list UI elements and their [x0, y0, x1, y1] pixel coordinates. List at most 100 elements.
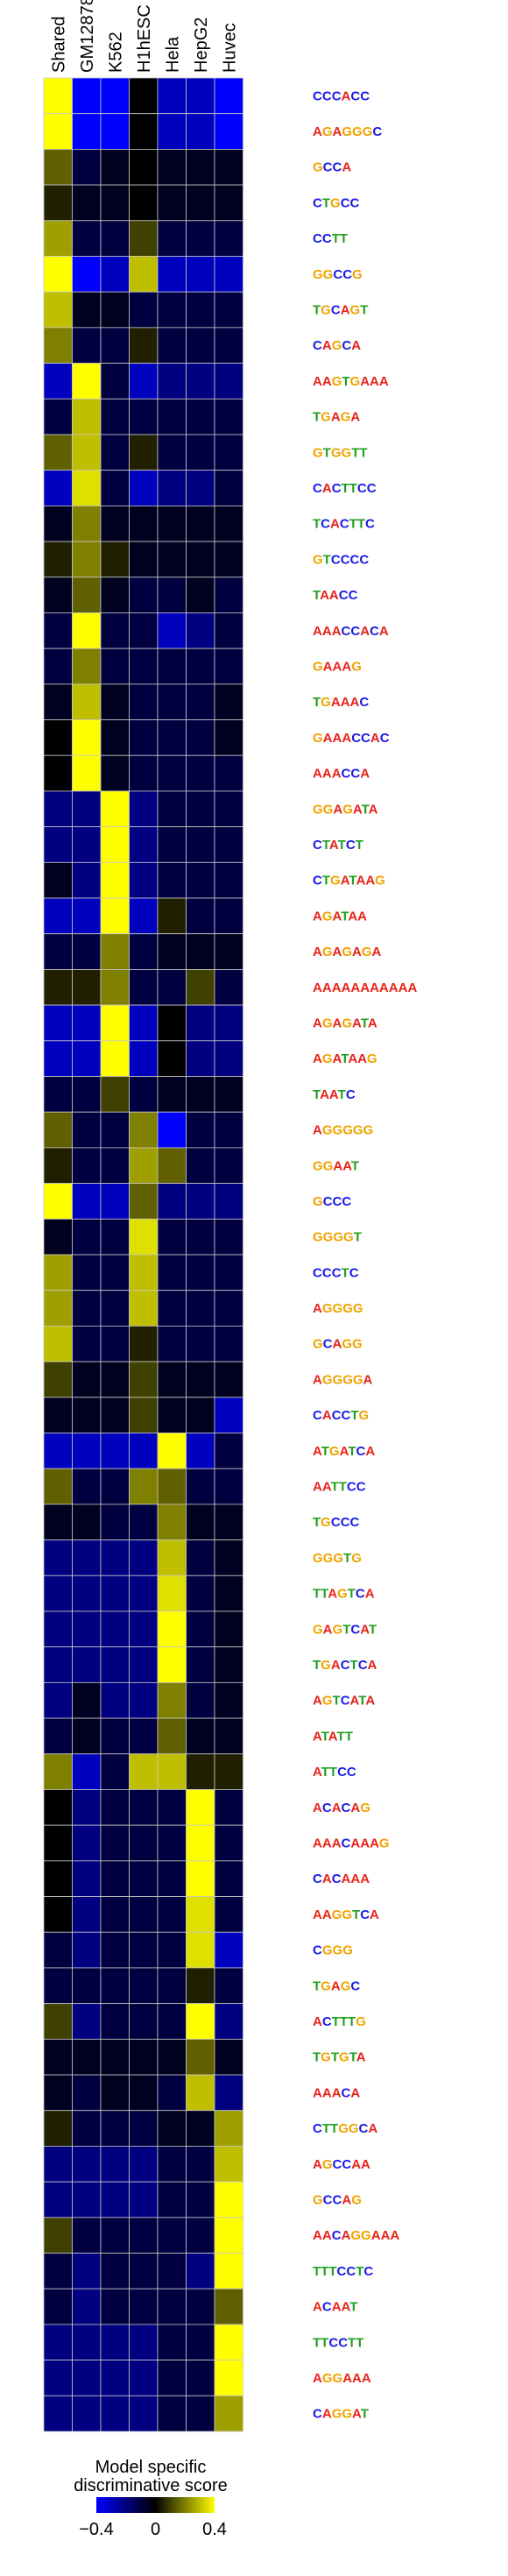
heatmap-cell: [100, 256, 130, 293]
heatmap-cell: [72, 327, 102, 364]
heatmap-cell: [129, 683, 159, 720]
heatmap-cell: [186, 1183, 215, 1220]
heatmap-cell: [43, 1290, 73, 1327]
heatmap-cell: [214, 933, 243, 970]
column-header-gm12878: GM12878: [78, 0, 97, 73]
heatmap-cell: [100, 220, 130, 257]
motif-logo: AACAGGAAA: [313, 2228, 399, 2243]
heatmap-cell: [214, 363, 243, 400]
heatmap-cell: [100, 1325, 130, 1362]
heatmap-cell: [214, 1397, 243, 1433]
heatmap-cell: [186, 1789, 215, 1826]
heatmap-cell: [72, 505, 102, 542]
heatmap-cell: [186, 1147, 215, 1185]
heatmap-cell: [157, 148, 187, 186]
motif-logo: ACAAT: [313, 2300, 357, 2315]
heatmap-cell: [157, 184, 187, 222]
heatmap-cell: [157, 861, 187, 899]
heatmap-cell: [129, 148, 159, 186]
heatmap-cell: [43, 1397, 73, 1433]
heatmap-cell: [157, 1325, 187, 1362]
heatmap-cell: [43, 1254, 73, 1292]
heatmap-cell: [100, 969, 130, 1006]
heatmap-cell: [100, 2324, 130, 2361]
heatmap-cell: [157, 683, 187, 720]
heatmap-cell: [72, 1076, 102, 1113]
heatmap-cell: [157, 1504, 187, 1540]
motif-logo: CTGCC: [313, 195, 360, 210]
heatmap-cell: [43, 2324, 73, 2361]
heatmap-cell: [157, 790, 187, 828]
heatmap-cell: [186, 1325, 215, 1362]
heatmap-cell: [214, 505, 243, 542]
heatmap-cell: [214, 826, 243, 863]
heatmap-cell: [43, 933, 73, 970]
heatmap-cell: [214, 2181, 243, 2219]
heatmap-cell: [157, 505, 187, 542]
heatmap-cell: [157, 1896, 187, 1933]
heatmap-cell: [43, 1183, 73, 1220]
heatmap-cell: [72, 1896, 102, 1933]
heatmap-cell: [214, 1504, 243, 1540]
heatmap-cell: [214, 1789, 243, 1826]
heatmap-cell: [186, 398, 215, 435]
heatmap-cell: [100, 327, 130, 364]
motif-logo: AAAAAAAAAAA: [313, 980, 417, 995]
heatmap-cell: [72, 1468, 102, 1505]
heatmap-cell: [72, 577, 102, 613]
heatmap-cell: [100, 1753, 130, 1790]
heatmap-cell: [214, 2395, 243, 2432]
heatmap-cell: [214, 969, 243, 1006]
heatmap-cell: [100, 1183, 130, 1220]
heatmap-cell: [43, 2360, 73, 2396]
heatmap-cell: [72, 1646, 102, 1683]
heatmap-cell: [43, 719, 73, 756]
heatmap-cell: [186, 220, 215, 257]
heatmap-cell: [72, 1218, 102, 1256]
heatmap-cell: [186, 1967, 215, 2005]
heatmap-cell: [100, 861, 130, 899]
motif-logo: AGAGGGC: [313, 124, 382, 139]
heatmap-cell: [186, 184, 215, 222]
heatmap-cell: [186, 1896, 215, 1933]
heatmap-cell: [214, 1610, 243, 1648]
heatmap-cell: [72, 2395, 102, 2432]
motif-logo: CCTT: [313, 231, 348, 246]
heatmap-cell: [72, 2360, 102, 2396]
heatmap-cell: [43, 2146, 73, 2183]
heatmap-cell: [72, 1789, 102, 1826]
heatmap-cell: [214, 2003, 243, 2040]
heatmap-cell: [214, 1325, 243, 1362]
heatmap-cell: [186, 969, 215, 1006]
heatmap-cell: [72, 1111, 102, 1149]
heatmap-cell: [186, 1717, 215, 1755]
heatmap-cell: [72, 220, 102, 257]
heatmap-cell: [214, 1147, 243, 1185]
heatmap-cell: [72, 291, 102, 329]
heatmap-cell: [157, 577, 187, 613]
heatmap-cell: [157, 327, 187, 364]
motif-logo: CAGGAT: [313, 2407, 369, 2422]
heatmap-cell: [129, 719, 159, 756]
heatmap-cell: [72, 1147, 102, 1185]
heatmap-cell: [100, 1218, 130, 1256]
heatmap-cell: [157, 1076, 187, 1113]
heatmap-cell: [129, 2324, 159, 2361]
heatmap-cell: [214, 1860, 243, 1897]
heatmap-cell: [43, 2253, 73, 2289]
heatmap-cell: [43, 790, 73, 828]
heatmap-cell: [214, 1004, 243, 1042]
heatmap-cell: [214, 1218, 243, 1256]
heatmap-cell: [129, 1325, 159, 1362]
heatmap-cell: [157, 826, 187, 863]
heatmap-cell: [157, 2324, 187, 2361]
heatmap-cell: [157, 77, 187, 115]
heatmap-cell: [43, 1504, 73, 1540]
heatmap-cell: [129, 1931, 159, 1969]
heatmap-cell: [186, 1076, 215, 1113]
motif-logo: ATGATCA: [313, 1444, 375, 1459]
heatmap-cell: [214, 291, 243, 329]
heatmap-cell: [129, 1290, 159, 1327]
heatmap-cell: [100, 2038, 130, 2076]
heatmap-cell: [157, 1717, 187, 1755]
